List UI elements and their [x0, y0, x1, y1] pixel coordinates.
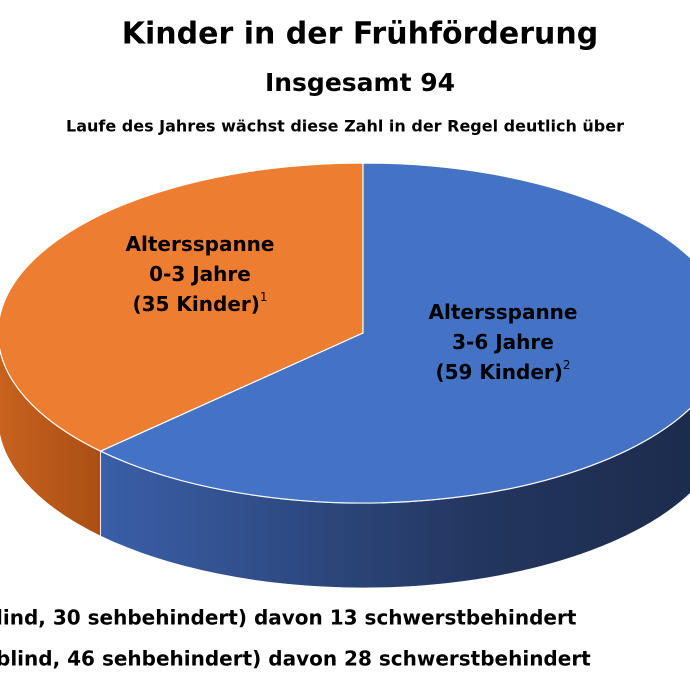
slice	[99, 162, 690, 504]
chart-note: Laufe des Jahres wächst diese Zahl in de…	[66, 117, 624, 136]
footnote: lind, 30 sehbehindert) davon 13 schwerst…	[0, 606, 577, 630]
chart-subtitle: Insgesamt 94	[265, 68, 455, 97]
footnote-mark: 1	[260, 290, 268, 304]
chart-title: Kinder in der Frühförderung	[122, 17, 598, 52]
slice-label: Altersspanne 3-6 Jahre	[429, 300, 578, 354]
value-label: (59 Kinder)2	[435, 358, 570, 384]
slice	[0, 162, 364, 452]
value-label-text: (35 Kinder)	[132, 292, 259, 316]
value-label: (35 Kinder)1	[132, 290, 267, 316]
footnote: blind, 46 sehbehindert) davon 28 schwers…	[0, 647, 591, 671]
value-label-text: (59 Kinder)	[435, 360, 562, 384]
footnote-mark: 2	[563, 358, 571, 372]
slice-label: Altersspanne 0-3 Jahre	[126, 232, 275, 286]
